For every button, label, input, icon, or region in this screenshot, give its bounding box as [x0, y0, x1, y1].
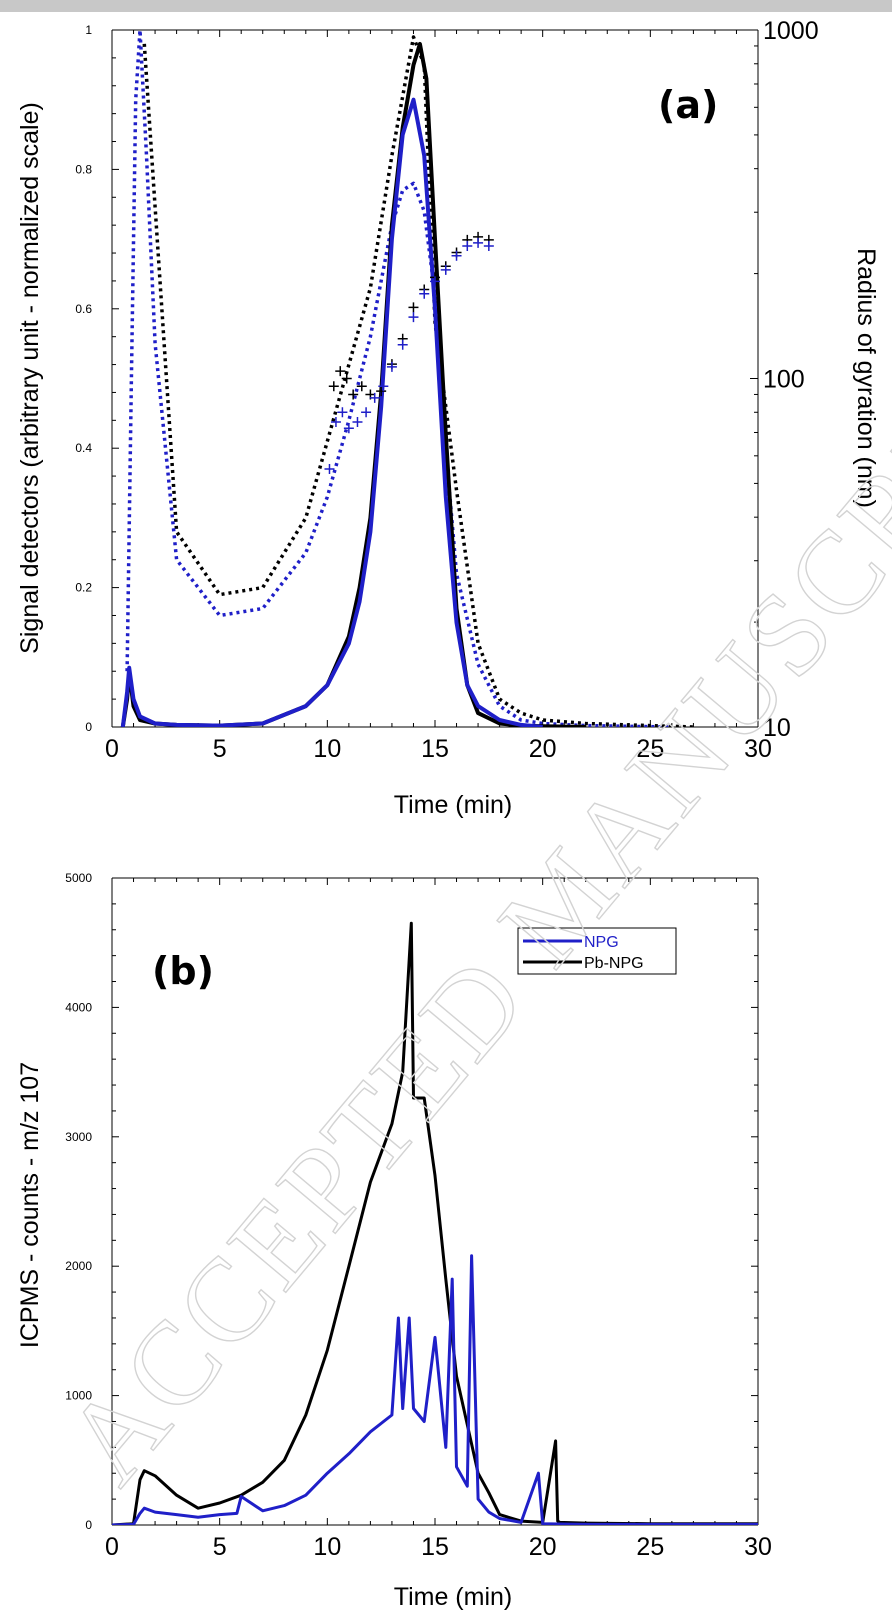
panel-a-series-5-marker — [408, 312, 419, 323]
panel-b-x-axis-title: Time (min) — [394, 1583, 513, 1611]
x-tick-label: 30 — [744, 1533, 772, 1561]
legend-box — [517, 927, 677, 975]
panel-a-y2-axis-title: Radius of gyration (nm) — [852, 248, 880, 508]
panel-a-series-5-marker — [352, 417, 363, 428]
panel-a-series-5-marker — [451, 250, 462, 261]
panel-a-series-0-line — [142, 35, 694, 727]
panel-a-series-5-marker — [324, 463, 335, 474]
x-tick-label: 15 — [421, 1533, 449, 1561]
panel-a-series-5-marker — [430, 276, 440, 287]
y-tick-label: 0.2 — [75, 581, 92, 595]
panel-a-series-4-marker — [335, 366, 346, 377]
y2-tick-label: 100 — [763, 366, 805, 394]
legend-npg-label: NPG — [584, 934, 619, 951]
panel-a-series-3-line — [120, 97, 543, 727]
y-tick-label: 1 — [85, 23, 92, 37]
y2-tick-label: 1000 — [763, 17, 819, 45]
x-tick-label: 25 — [636, 1533, 664, 1561]
panel-a-y-axis-title: Signal detectors (arbitrary unit - norma… — [16, 102, 44, 654]
panel-b-ticks: 0 5 10 15 20 25 30 0 1000 2000 3000 4000 5000 — [65, 871, 772, 1561]
y-tick-label: 5000 — [65, 871, 92, 885]
panel-b-y-axis-title: ICPMS - counts - m/z 107 — [16, 1062, 44, 1348]
y-tick-label: 0.6 — [75, 302, 92, 316]
panel-a-series-4-marker — [341, 373, 352, 384]
x-tick-label: 30 — [744, 735, 772, 763]
panel-a-series-5-marker — [378, 381, 389, 392]
panel-a-series-5-marker — [343, 423, 354, 434]
panel-a-series-5-marker — [397, 339, 408, 350]
panel-a-series-5-marker — [462, 240, 473, 251]
y-tick-label: 0 — [85, 720, 92, 734]
panel-a-series-4-marker — [348, 389, 359, 400]
y-tick-label: 0 — [85, 1518, 92, 1532]
panel-a-series — [120, 30, 694, 727]
x-tick-label: 0 — [105, 1533, 119, 1561]
y-tick-label: 0.8 — [75, 162, 92, 176]
x-tick-label: 20 — [529, 1533, 557, 1561]
panel-a-series-5-marker — [419, 288, 430, 299]
x-tick-label: 25 — [636, 735, 664, 763]
panel-b-series — [112, 921, 758, 1525]
panel-b-series-pb-npg-line — [112, 921, 758, 1525]
panel-b-label: (b) — [152, 949, 214, 993]
y2-tick-label: 10 — [763, 714, 791, 742]
x-tick-label: 0 — [105, 735, 119, 763]
x-tick-label: 10 — [313, 735, 341, 763]
panel-a-x-axis-title: Time (min) — [394, 791, 513, 819]
y-tick-label: 2000 — [65, 1259, 92, 1273]
x-tick-label: 10 — [313, 1533, 341, 1561]
panel-a-series-5-marker — [361, 407, 372, 418]
panel-a-series-1-line — [125, 30, 672, 727]
top-bar — [0, 0, 892, 12]
panel-a-series-4-marker — [328, 381, 339, 392]
y-tick-label: 3000 — [65, 1130, 92, 1144]
y-tick-label: 1000 — [65, 1389, 92, 1403]
panel-a-label: (a) — [658, 83, 718, 127]
panel-a-series-5-marker — [386, 361, 397, 372]
x-tick-label: 5 — [213, 1533, 227, 1561]
panel-a-series-5-marker — [483, 240, 494, 251]
x-tick-label: 5 — [213, 735, 227, 763]
panel-a-series-5-marker — [337, 407, 348, 418]
x-tick-label: 15 — [421, 735, 449, 763]
panel-b-series-npg-line — [112, 1254, 758, 1525]
y-tick-label: 4000 — [65, 1000, 92, 1014]
legend-pb-npg-label: Pb-NPG — [584, 955, 644, 972]
panel-a-series-4-marker — [376, 386, 387, 397]
y-tick-label: 0.4 — [75, 441, 92, 455]
panel-a-series-5-marker — [369, 392, 380, 403]
panel-a-series-5-marker — [440, 264, 451, 275]
panel-a-series-4-marker — [408, 302, 419, 313]
panel-b-legend: NPG Pb-NPG — [517, 927, 677, 975]
panel-a-series-4-marker — [356, 381, 367, 392]
panel-a-series-5-marker — [330, 417, 341, 428]
panel-a-series-5-marker — [473, 237, 484, 248]
x-tick-label: 20 — [529, 735, 557, 763]
panel-a-ticks: 0 5 10 15 20 25 30 0 0.2 0.4 0.6 0.8 1 10 100 1000 — [75, 17, 818, 763]
